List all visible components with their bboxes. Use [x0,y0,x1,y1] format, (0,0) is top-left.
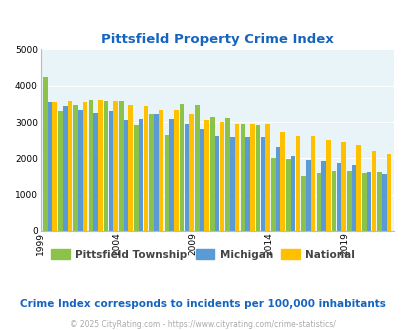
Bar [295,136,299,231]
Bar [316,173,320,231]
Bar [290,156,295,231]
Bar [88,100,93,231]
Bar [128,105,133,231]
Bar [48,102,52,231]
Bar [158,110,163,231]
Bar [240,124,245,231]
Bar [271,158,275,231]
Bar [98,100,102,231]
Bar [346,172,351,231]
Bar [336,163,340,231]
Bar [63,106,67,231]
Bar [73,105,78,231]
Bar [189,114,193,231]
Bar [199,129,204,231]
Bar [184,124,189,231]
Bar [124,120,128,231]
Bar [108,111,113,231]
Bar [225,118,229,231]
Legend: Pittsfield Township, Michigan, National: Pittsfield Township, Michigan, National [47,245,358,264]
Bar [249,124,254,231]
Bar [286,159,290,231]
Bar [275,147,279,231]
Bar [58,111,63,231]
Bar [340,142,345,231]
Bar [119,101,123,231]
Text: Crime Index corresponds to incidents per 100,000 inhabitants: Crime Index corresponds to incidents per… [20,299,385,309]
Bar [134,125,139,231]
Bar [83,103,87,231]
Bar [52,102,57,231]
Bar [68,101,72,231]
Bar [234,124,239,231]
Bar [325,140,330,231]
Bar [310,136,315,231]
Bar [260,137,264,231]
Bar [78,110,83,231]
Bar [301,176,305,231]
Bar [386,154,390,231]
Bar [143,106,148,231]
Bar [43,77,47,231]
Bar [139,119,143,231]
Bar [214,136,219,231]
Bar [371,151,375,231]
Bar [305,160,310,231]
Bar [230,137,234,231]
Bar [366,172,371,231]
Bar [381,174,386,231]
Bar [331,171,335,231]
Title: Pittsfield Property Crime Index: Pittsfield Property Crime Index [100,33,333,46]
Bar [255,125,260,231]
Bar [104,101,108,231]
Bar [245,137,249,231]
Bar [154,115,158,231]
Bar [320,161,325,231]
Bar [264,123,269,231]
Bar [356,145,360,231]
Bar [210,117,214,231]
Bar [280,132,284,231]
Bar [204,120,209,231]
Bar [164,135,169,231]
Bar [194,105,199,231]
Bar [377,172,381,231]
Bar [219,122,224,231]
Bar [174,110,178,231]
Bar [361,173,366,231]
Bar [149,115,153,231]
Bar [113,101,117,231]
Text: © 2025 CityRating.com - https://www.cityrating.com/crime-statistics/: © 2025 CityRating.com - https://www.city… [70,320,335,329]
Bar [179,104,184,231]
Bar [93,113,98,231]
Bar [351,165,356,231]
Bar [169,119,173,231]
